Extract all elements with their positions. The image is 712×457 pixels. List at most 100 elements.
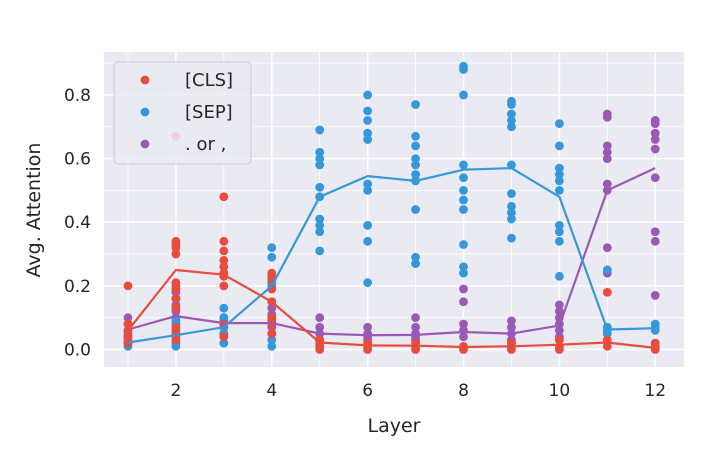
data-point (507, 316, 516, 326)
data-point (363, 345, 373, 354)
data-point (507, 214, 516, 224)
data-point (554, 236, 564, 246)
data-point (363, 90, 373, 100)
data-point (459, 284, 468, 294)
data-point (554, 300, 564, 310)
data-point (459, 160, 468, 170)
data-point (554, 221, 564, 230)
data-point (363, 322, 373, 332)
data-point (411, 154, 420, 163)
data-point (315, 322, 325, 332)
data-point (219, 338, 229, 348)
data-point (459, 90, 468, 100)
data-point (459, 205, 468, 214)
x-tick-label: 10 (549, 381, 571, 401)
data-point (650, 173, 660, 183)
data-point (602, 265, 612, 275)
data-point (459, 195, 468, 205)
data-point (459, 332, 468, 342)
data-point (507, 233, 516, 243)
data-point (219, 303, 229, 313)
legend-marker (140, 75, 150, 85)
data-point (267, 335, 277, 345)
data-point (602, 329, 612, 338)
data-point (315, 147, 325, 157)
data-point (267, 313, 277, 323)
data-point (171, 284, 181, 294)
data-point (602, 287, 612, 297)
data-point (602, 112, 612, 122)
data-point (315, 125, 325, 135)
data-point (171, 249, 181, 259)
data-point (363, 128, 373, 138)
mean-line (127, 167, 656, 344)
y-tick-label: 0.8 (64, 86, 91, 106)
data-point (459, 268, 468, 278)
data-point (219, 332, 229, 342)
data-point (171, 243, 181, 253)
data-point (459, 65, 468, 74)
data-point (219, 313, 229, 323)
y-tick-label: 0.0 (64, 341, 91, 361)
data-point (650, 119, 660, 128)
data-point (507, 116, 516, 125)
data-point (650, 144, 660, 154)
data-point (219, 246, 229, 256)
data-point (171, 294, 181, 303)
legend-label: [CLS] (185, 70, 233, 91)
legend-box (113, 61, 252, 165)
data-point (459, 173, 468, 183)
x-tick-label: 12 (644, 381, 666, 401)
data-point (554, 163, 564, 173)
data-point (411, 141, 420, 151)
data-point (363, 116, 373, 125)
ticks: 2 4 6 8 10 12 0.0 0.2 0.4 0.6 0.8 (64, 86, 666, 401)
data-point (219, 281, 229, 291)
data-point (411, 345, 420, 354)
data-point (554, 141, 564, 151)
data-point (171, 303, 181, 313)
data-point (363, 236, 373, 246)
data-point (315, 227, 325, 237)
x-tick-label: 4 (266, 381, 277, 401)
data-point (554, 326, 564, 335)
data-point (363, 278, 373, 288)
series-0 (123, 131, 660, 354)
data-point (267, 243, 277, 253)
data-point (267, 252, 277, 262)
data-point (602, 341, 612, 351)
data-point (315, 345, 325, 354)
data-point (363, 135, 373, 144)
data-point (554, 306, 564, 316)
legend-marker (140, 107, 150, 117)
data-point (123, 313, 133, 323)
data-point (171, 322, 181, 332)
legend-label: [SEP] (185, 102, 233, 123)
y-tick-label: 0.2 (64, 277, 91, 297)
data-point (411, 322, 420, 332)
data-point (650, 135, 660, 144)
data-point (411, 131, 420, 141)
data-point (171, 316, 181, 326)
data-point (315, 160, 325, 170)
data-point (602, 243, 612, 253)
data-point (554, 176, 564, 186)
data-point (411, 100, 420, 109)
y-axis-label: Avg. Attention (23, 143, 45, 278)
data-point (219, 236, 229, 246)
data-point (267, 303, 277, 313)
data-point (219, 262, 229, 272)
data-point (171, 335, 181, 345)
data-point (123, 332, 133, 342)
data-point (554, 227, 564, 237)
x-axis-label: Layer (368, 415, 421, 437)
x-tick-label: 6 (362, 381, 373, 401)
data-point (650, 345, 660, 354)
data-point (219, 192, 229, 202)
data-point (602, 179, 612, 189)
data-point (507, 122, 516, 132)
data-point (650, 291, 660, 300)
data-point (459, 240, 468, 249)
data-point (315, 313, 325, 323)
